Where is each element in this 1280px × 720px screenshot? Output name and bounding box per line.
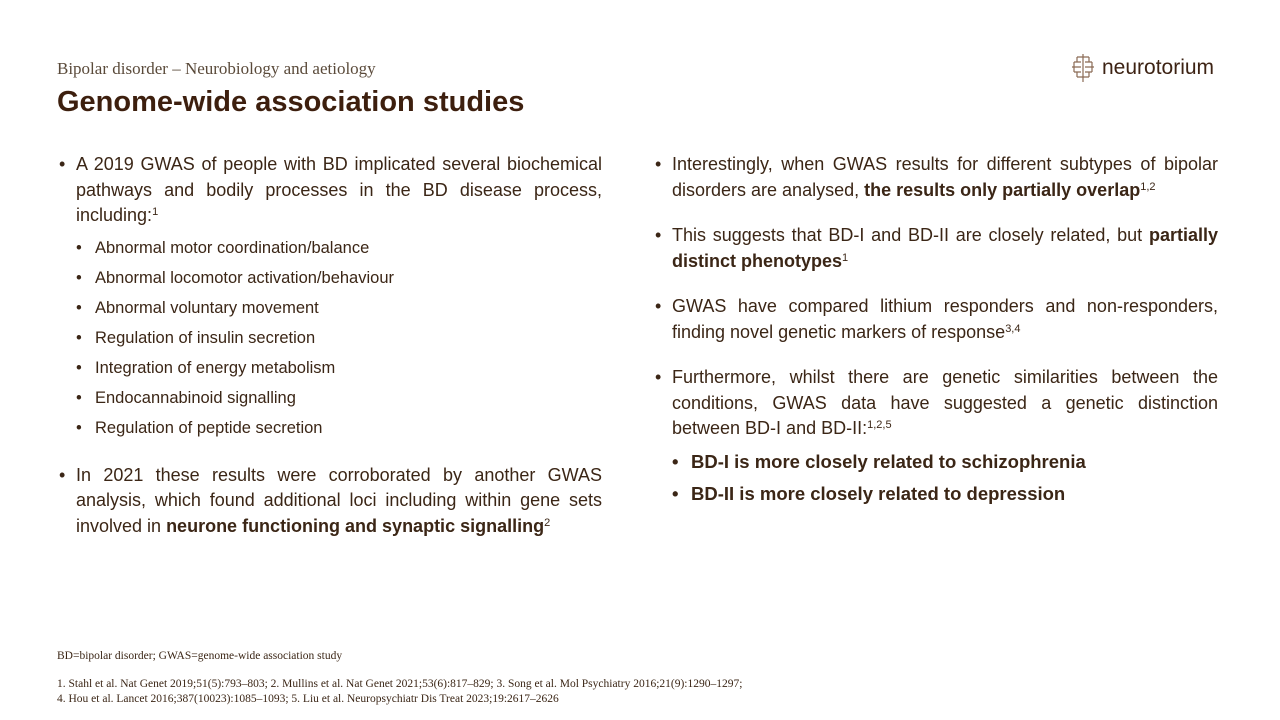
bullet-text: This suggests that BD-I and BD-II are cl… [672, 225, 1149, 245]
citation-superscript: 1,2,5 [867, 419, 892, 431]
bullet-text: Interestingly, when GWAS results for dif… [672, 154, 1218, 200]
neurotorium-logo: neurotorium [1070, 53, 1214, 83]
bullet-text: Furthermore, whilst there are genetic si… [672, 367, 1218, 438]
bullet-point: Interestingly, when GWAS results for dif… [653, 152, 1218, 203]
sub-bullet-list: BD-I is more closely related to schizoph… [653, 446, 1218, 510]
citation-superscript: 2 [544, 516, 551, 529]
bold-text: partially distinct phenotypes [672, 225, 1218, 271]
bold-text: neurone functioning and synaptic signall… [166, 515, 545, 536]
page-title: Genome-wide association studies [57, 86, 525, 118]
sub-bullet-point: Endocannabinoid signalling [57, 383, 602, 413]
references-line-1: 1. Stahl et al. Nat Genet 2019;51(5):793… [57, 678, 743, 690]
sub-bullet-point: Abnormal locomotor activation/behaviour [57, 263, 602, 293]
citation-superscript: 1,2 [1140, 180, 1156, 193]
bullet-point: This suggests that BD-I and BD-II are cl… [653, 223, 1218, 274]
brain-logo-icon [1072, 54, 1094, 82]
sub-bullet-point: BD-I is more closely related to schizoph… [653, 446, 1218, 478]
bullet-text: GWAS have compared lithium responders an… [672, 296, 1218, 342]
references-line-2: 4. Hou et al. Lancet 2016;387(10023):108… [57, 693, 559, 705]
left-column: A 2019 GWAS of people with BD implicated… [57, 152, 602, 539]
sub-bullet-point: Regulation of peptide secretion [57, 413, 602, 443]
bullet-point: In 2021 these results were corroborated … [57, 463, 602, 540]
sub-bullet-list: Abnormal motor coordination/balanceAbnor… [57, 233, 602, 443]
citation-superscript: 3,4 [1005, 322, 1021, 335]
bullet-point: A 2019 GWAS of people with BD implicated… [57, 152, 602, 229]
sub-bullet-point: Regulation of insulin secretion [57, 323, 602, 353]
bullet-point: Furthermore, whilst there are genetic si… [653, 365, 1218, 442]
right-column: Interestingly, when GWAS results for dif… [653, 152, 1218, 520]
bullet-text: A 2019 GWAS of people with BD implicated… [76, 154, 602, 225]
sub-bullet-point: BD-II is more closely related to depress… [653, 478, 1218, 510]
references: 1. Stahl et al. Nat Genet 2019;51(5):793… [57, 677, 742, 707]
sub-bullet-point: Abnormal motor coordination/balance [57, 233, 602, 263]
bullet-text: In 2021 these results were corroborated … [76, 464, 602, 536]
bullet-point: GWAS have compared lithium responders an… [653, 294, 1218, 345]
bold-text: the results only partially overlap [864, 179, 1141, 200]
citation-superscript: 1 [842, 251, 849, 264]
citation-superscript: 1 [152, 206, 159, 218]
sub-bullet-point: Abnormal voluntary movement [57, 293, 602, 323]
sub-bullet-point: Integration of energy metabolism [57, 353, 602, 383]
abbreviations: BD=bipolar disorder; GWAS=genome-wide as… [57, 650, 343, 662]
logo-text: neurotorium [1102, 56, 1215, 79]
section-subtitle: Bipolar disorder – Neurobiology and aeti… [57, 59, 376, 78]
